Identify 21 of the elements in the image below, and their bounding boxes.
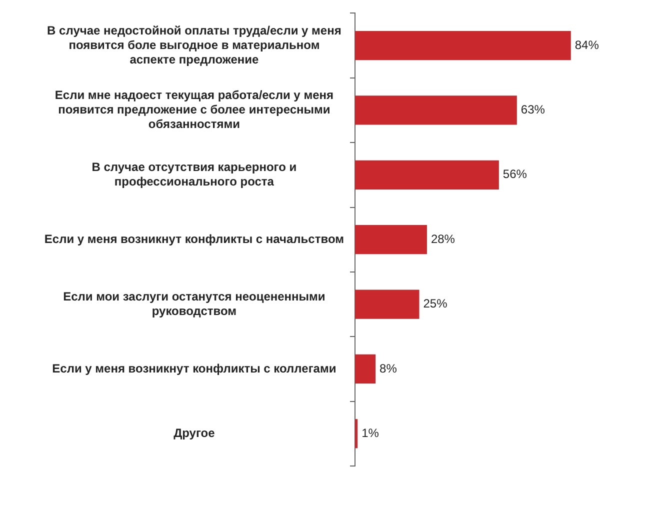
bar [355,419,358,448]
bar [355,160,499,190]
y-tick-label: В случае отсутствия карьерного и профессионального роста [92,160,297,188]
y-tick-label: Если у меня возникнут конфликты с коллегами [52,361,336,376]
y-tick-label: Другое [174,426,216,440]
bar [355,96,517,125]
y-tick-label: Если мои заслуги останутся неоцененными руководством [63,289,326,318]
data-label: 56% [502,167,528,182]
bar [355,30,571,60]
data-label: 25% [423,296,448,311]
y-tick-label: Если у меня возникнут конфликты с начальством [44,232,344,246]
bar [355,225,427,254]
data-label: 84% [574,38,600,52]
y-tick-label: В случае недостойной оплаты труда/если у меня появится боле выгодное в материальном аспекте предложение [47,23,342,66]
bar [355,290,420,319]
data-label: 8% [380,361,398,376]
data-label: 28% [430,232,456,246]
data-label: 1% [362,426,380,440]
data-label: 63% [520,102,546,117]
y-tick-label: Если мне надоест текущая работа/если у меня появится предложение с более интересными обязанностями [54,88,334,131]
bar [355,354,376,384]
